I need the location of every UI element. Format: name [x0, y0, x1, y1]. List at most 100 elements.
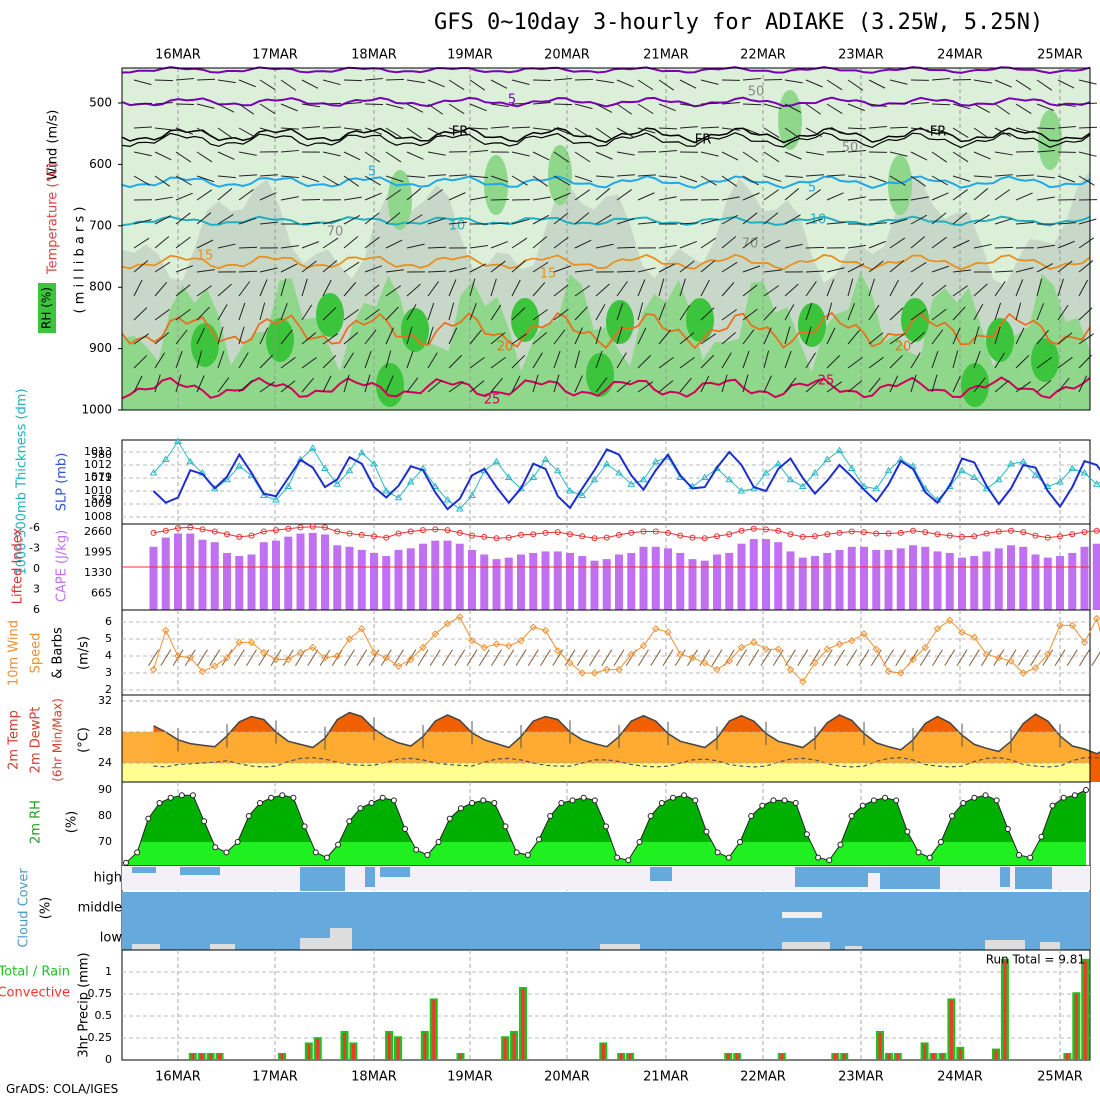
wind-barb-10m — [785, 649, 796, 666]
rh2m-marker — [1004, 826, 1011, 832]
wind-barb — [595, 304, 606, 321]
thickness-marker — [370, 460, 378, 467]
cape-bar — [174, 533, 182, 610]
wind-barb — [700, 333, 717, 345]
slp-panel-frame — [121, 439, 1091, 525]
wind-barb — [490, 278, 497, 297]
wind-barb — [574, 103, 593, 110]
thickness-marker — [627, 480, 636, 487]
thickness-marker — [161, 455, 170, 462]
wind-speed-marker — [223, 653, 231, 662]
wind-barb — [322, 307, 337, 321]
wind-barb — [406, 103, 424, 113]
rh2m-marker — [815, 854, 822, 861]
wind-barb-10m — [282, 649, 294, 666]
ylabel-rh2m: 2m RH — [29, 800, 44, 844]
date-label-bottom: 23MAR — [838, 1070, 884, 1085]
lifted-index-marker — [322, 524, 328, 531]
wind-barb — [553, 308, 569, 321]
ylabel-wind-unit: (m/s) — [77, 636, 92, 670]
wind-speed-marker — [676, 650, 684, 659]
precip-convective-bar — [1003, 960, 1007, 1060]
wind-barb-10m — [711, 649, 723, 666]
cape-bar — [639, 546, 648, 610]
date-label-top: 25MAR — [1037, 48, 1083, 63]
thickness-marker — [149, 469, 158, 476]
wind-barb — [469, 79, 486, 91]
wind-barb — [217, 214, 234, 225]
wind-speed-marker — [995, 653, 1003, 662]
cape-bar — [321, 534, 329, 610]
wind-barb — [532, 374, 539, 393]
temp-tick: 32 — [98, 694, 112, 707]
precip-tick: 0.5 — [95, 1009, 113, 1022]
cape-bar — [345, 546, 354, 610]
wind-speed-marker — [407, 655, 415, 664]
thickness-marker — [1007, 460, 1015, 467]
ylabel-temp-unit: (°C) — [77, 727, 92, 753]
thickness-marker — [945, 482, 954, 489]
cape-bar — [284, 536, 293, 610]
thickness-marker — [737, 487, 746, 494]
wind-barb — [553, 151, 570, 163]
lifted-index-marker — [1069, 531, 1076, 538]
rh2m-marker — [1027, 854, 1034, 861]
wind-barb — [406, 151, 424, 160]
contour-10c — [121, 215, 1091, 227]
cape-bar — [235, 556, 244, 610]
cape-bar — [884, 549, 893, 610]
wind-barb-10m — [772, 649, 784, 666]
precip-convective-bar — [601, 1044, 605, 1060]
thickness-marker — [345, 466, 354, 474]
wind-speed-marker — [333, 652, 341, 660]
wind-barb — [532, 214, 550, 225]
wind-barb — [826, 127, 845, 134]
wind-barb — [175, 127, 194, 135]
wind-barb — [679, 79, 697, 89]
lifted-index-marker — [199, 526, 206, 533]
date-label-bottom: 18MAR — [351, 1070, 397, 1085]
wind-barb — [826, 381, 843, 393]
wind-barb — [1057, 175, 1076, 183]
lifted-index-marker — [689, 534, 696, 541]
contour-label: 25 — [484, 393, 501, 408]
wind-barb — [637, 103, 654, 115]
wind-barb — [532, 151, 550, 161]
contour-label: 25 — [818, 374, 835, 389]
wind-barb — [133, 355, 148, 369]
wind-barb — [238, 103, 255, 115]
wind-barb — [301, 222, 320, 225]
rh2m-marker — [826, 857, 833, 864]
cape-bar — [749, 539, 758, 610]
wind-barb — [238, 217, 257, 225]
wind-barb — [910, 282, 924, 297]
wind-barb — [406, 188, 422, 201]
rh-saturated-blob — [986, 318, 1014, 362]
wind-speed-marker — [811, 659, 819, 667]
thickness-marker — [406, 478, 415, 485]
wind-speed-marker — [358, 625, 366, 633]
ylabel-temperature: Temperature (°C) — [46, 162, 61, 275]
wind-barb — [931, 350, 939, 369]
wind-barb — [868, 377, 881, 393]
wind-barb — [994, 174, 1013, 177]
wind-barb — [574, 239, 592, 249]
wind-barb — [532, 175, 549, 187]
wind-barb — [280, 245, 299, 249]
wind-barb — [868, 332, 884, 345]
wind-barb — [469, 356, 485, 369]
wind-barb — [973, 188, 989, 201]
wind-barb — [616, 281, 628, 297]
rh2m-marker — [781, 797, 788, 804]
wind-barb-10m — [356, 649, 368, 666]
wind-barb — [1015, 192, 1033, 201]
wind-barb — [931, 212, 947, 225]
lifted-index-marker — [493, 535, 500, 542]
wind-speed-marker — [909, 655, 917, 664]
wind-speed-marker — [211, 662, 219, 670]
wind-speed-marker — [382, 653, 390, 662]
wind-barb — [259, 327, 269, 345]
wind-barb — [826, 221, 845, 225]
wind-barb — [301, 377, 314, 393]
wind-barb — [364, 236, 380, 249]
